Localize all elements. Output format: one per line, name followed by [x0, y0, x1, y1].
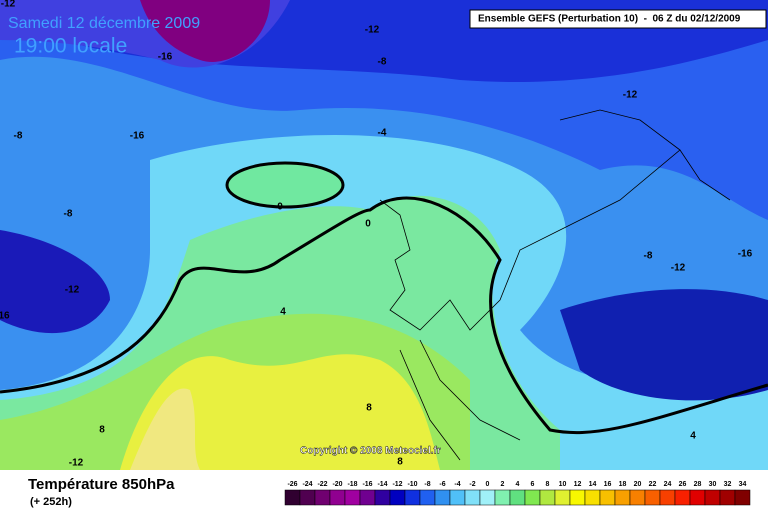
legend-label: 6: [531, 481, 535, 488]
legend-swatch: [494, 489, 511, 506]
legend-swatch: [644, 489, 661, 506]
legend-label: 30: [709, 481, 717, 488]
contour-label: 0: [277, 202, 283, 213]
legend-swatch: [299, 489, 316, 506]
contour-label: 4: [280, 307, 286, 318]
legend-swatch: [509, 489, 526, 506]
legend-label: -6: [439, 481, 445, 488]
legend-swatch: [314, 489, 331, 506]
contour-label: -12: [69, 458, 84, 469]
legend-swatch: [449, 489, 466, 506]
legend-swatch: [554, 489, 571, 506]
contour-label: 8: [99, 425, 105, 436]
date: Samedi 12 décembre 2009: [8, 15, 200, 32]
legend-label: -12: [392, 481, 402, 488]
legend-swatch: [284, 489, 301, 506]
contour-labels: -12 -12 -16 -8 -16 -8 -4 -12 -8 0 0 -8 -12 -16 -12 16 4 8…: [0, 0, 753, 469]
contour-label: -12: [65, 285, 80, 296]
copyright: Copyright © 2008 Meteociel.fr: [300, 446, 441, 457]
color-legend: -26 -24 -22 -20 -18 -16 -14 -12 -10 -8 -6 -4 -2 0 2 4 6 8…: [284, 481, 751, 506]
field-title: Température 850hPa: [28, 476, 175, 493]
legend-label: -14: [377, 481, 387, 488]
legend-label: -8: [424, 481, 430, 488]
legend-swatch: [344, 489, 361, 506]
model-info: Ensemble GEFS (Perturbation 10) - 06 Z d…: [478, 14, 741, 25]
legend-label: 4: [516, 481, 520, 488]
legend-swatch: [389, 489, 406, 506]
legend-label: -18: [347, 481, 357, 488]
contour-label: 16: [0, 311, 10, 322]
contour-label: -16: [130, 131, 145, 142]
legend-label: 22: [649, 481, 657, 488]
legend-swatch: [734, 489, 751, 506]
legend-label: 14: [589, 481, 597, 488]
legend-label: 26: [679, 481, 687, 488]
legend-swatch: [419, 489, 436, 506]
contour-label: 8: [397, 457, 403, 468]
legend-swatch: [674, 489, 691, 506]
model-box: [469, 9, 767, 29]
legend-swatch: [404, 489, 421, 506]
legend-swatch: [599, 489, 616, 506]
legend-label: -4: [454, 481, 460, 488]
legend-swatch: [704, 489, 721, 506]
legend-label: 32: [724, 481, 732, 488]
legend-swatch: [524, 489, 541, 506]
contour-label: -8: [644, 251, 653, 262]
legend-label: 28: [694, 481, 702, 488]
contour-label: -12: [365, 25, 380, 36]
legend-label: -16: [362, 481, 372, 488]
contour-label: -16: [158, 52, 173, 63]
legend-swatch: [329, 489, 346, 506]
legend-swatch: [659, 489, 676, 506]
legend-swatch: [584, 489, 601, 506]
map-field: [0, 0, 768, 471]
contour-label: 8: [366, 403, 372, 414]
legend-swatch: [614, 489, 631, 506]
legend-label: 16: [604, 481, 612, 488]
contour-label: -12: [1, 0, 16, 10]
legend-swatch: [629, 489, 646, 506]
contour-label: -8: [64, 209, 73, 220]
contour-label: -16: [738, 249, 753, 260]
contour-label: -8: [378, 57, 387, 68]
legend-label: -20: [332, 481, 342, 488]
legend-label: -22: [317, 481, 327, 488]
lead-time: (+ 252h): [30, 496, 72, 508]
legend-label: 20: [634, 481, 642, 488]
legend-label: -2: [469, 481, 475, 488]
contour-label: -12: [623, 90, 638, 101]
contour-label: 0: [365, 219, 371, 230]
legend-label: -24: [302, 481, 312, 488]
legend-label: -10: [407, 481, 417, 488]
legend-label: 8: [546, 481, 550, 488]
contour-label: -8: [14, 131, 23, 142]
legend-label: 10: [559, 481, 567, 488]
legend-swatch: [689, 489, 706, 506]
contour-label: -12: [671, 263, 686, 274]
legend-swatch: [464, 489, 481, 506]
legend-label: 18: [619, 481, 627, 488]
legend-swatch: [719, 489, 736, 506]
legend-swatch: [479, 489, 496, 506]
contour-label: -4: [378, 128, 387, 139]
legend-label: 2: [501, 481, 505, 488]
contour-label: 4: [690, 431, 696, 442]
legend-label: 12: [574, 481, 582, 488]
legend-label: -26: [287, 481, 297, 488]
local-time: 19:00 locale: [14, 35, 127, 58]
legend-label: 0: [486, 481, 490, 488]
legend-swatch: [434, 489, 451, 506]
legend-swatch: [539, 489, 556, 506]
legend-swatch: [569, 489, 586, 506]
legend-label: 24: [664, 481, 672, 488]
legend-swatch: [374, 489, 391, 506]
legend-label: 34: [739, 481, 747, 488]
legend-swatch: [359, 489, 376, 506]
